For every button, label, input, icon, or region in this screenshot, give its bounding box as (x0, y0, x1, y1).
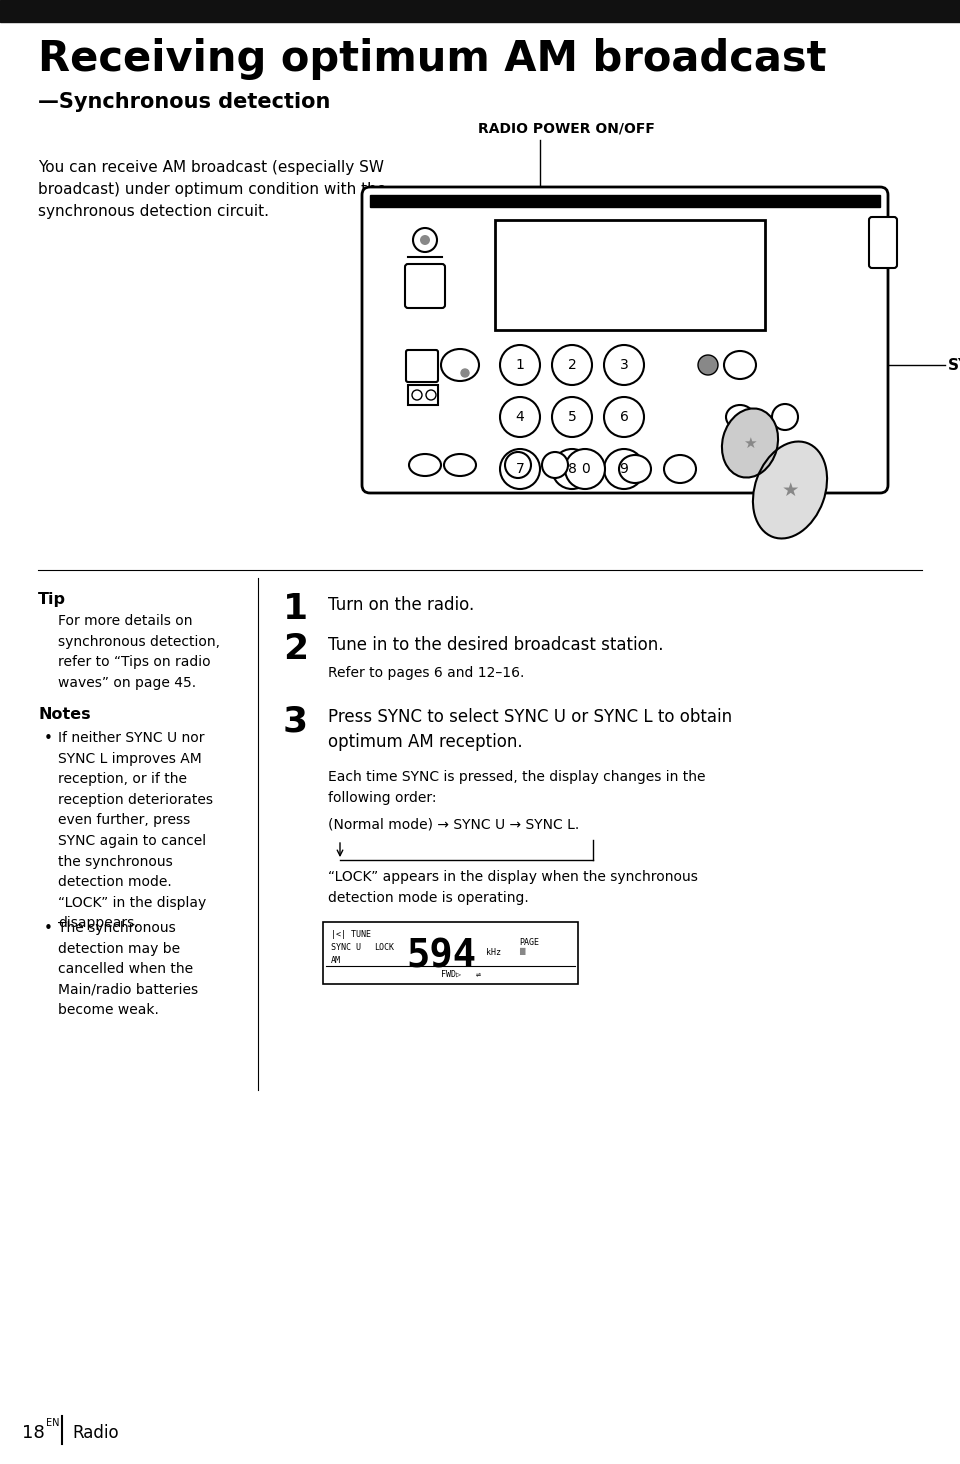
Circle shape (542, 452, 568, 479)
Circle shape (500, 397, 540, 436)
Ellipse shape (664, 455, 696, 483)
Text: 1: 1 (516, 359, 524, 372)
Text: Radio: Radio (72, 1424, 119, 1442)
Circle shape (552, 397, 592, 436)
Text: 5: 5 (567, 410, 576, 425)
Text: kHz: kHz (486, 949, 501, 957)
Text: RADIO POWER ON/OFF: RADIO POWER ON/OFF (478, 122, 655, 136)
Text: 18: 18 (22, 1424, 45, 1442)
Text: 0: 0 (581, 463, 589, 476)
Text: Tip: Tip (38, 591, 66, 608)
FancyBboxPatch shape (869, 217, 897, 268)
Circle shape (604, 346, 644, 385)
Bar (323, 922, 578, 984)
Text: Refer to pages 6 and 12–16.: Refer to pages 6 and 12–16. (328, 666, 524, 679)
Text: 6: 6 (619, 410, 629, 425)
Circle shape (426, 389, 436, 400)
Text: AM: AM (331, 956, 341, 965)
Ellipse shape (726, 406, 754, 429)
Text: (Normal mode) → SYNC U → SYNC L.: (Normal mode) → SYNC U → SYNC L. (328, 818, 579, 832)
Circle shape (505, 452, 531, 479)
FancyBboxPatch shape (362, 187, 888, 493)
Text: ★: ★ (743, 435, 756, 451)
Text: 2: 2 (567, 359, 576, 372)
Text: ★: ★ (781, 480, 799, 499)
Circle shape (412, 389, 422, 400)
Text: 8: 8 (567, 463, 576, 476)
FancyBboxPatch shape (406, 350, 438, 382)
Text: 9: 9 (619, 463, 629, 476)
Circle shape (420, 236, 430, 244)
Text: EN: EN (46, 1419, 60, 1427)
Text: 4: 4 (516, 410, 524, 425)
Text: |<| TUNE: |<| TUNE (331, 930, 371, 938)
Ellipse shape (724, 351, 756, 379)
Text: SYNC U: SYNC U (331, 943, 361, 952)
Text: FWD▷   ⇌: FWD▷ ⇌ (441, 971, 481, 979)
Text: Each time SYNC is pressed, the display changes in the
following order:: Each time SYNC is pressed, the display c… (328, 770, 706, 805)
Text: Receiving optimum AM broadcast: Receiving optimum AM broadcast (38, 38, 827, 81)
Text: █: █ (519, 949, 524, 955)
Text: 1: 1 (283, 591, 308, 627)
Text: Turn on the radio.: Turn on the radio. (328, 596, 474, 613)
Text: Notes: Notes (38, 707, 90, 722)
Ellipse shape (753, 442, 828, 539)
Ellipse shape (722, 408, 778, 477)
Text: •: • (44, 731, 53, 747)
Circle shape (413, 228, 437, 252)
Text: 594: 594 (406, 938, 476, 976)
Circle shape (604, 397, 644, 436)
Ellipse shape (409, 454, 441, 476)
Text: 3: 3 (619, 359, 629, 372)
Circle shape (565, 449, 605, 489)
Text: Tune in to the desired broadcast station.: Tune in to the desired broadcast station… (328, 635, 663, 654)
Text: “LOCK” appears in the display when the synchronous
detection mode is operating.: “LOCK” appears in the display when the s… (328, 870, 698, 905)
Bar (0, 0, 960, 22)
Bar (370, 195, 880, 206)
Circle shape (500, 346, 540, 385)
Text: —Synchronous detection: —Synchronous detection (38, 92, 330, 113)
Text: SYNC: SYNC (948, 357, 960, 372)
Ellipse shape (444, 454, 476, 476)
Text: If neither SYNC U nor
SYNC L improves AM
reception, or if the
reception deterior: If neither SYNC U nor SYNC L improves AM… (58, 731, 213, 931)
Text: Press SYNC to select SYNC U or SYNC L to obtain
optimum AM reception.: Press SYNC to select SYNC U or SYNC L to… (328, 709, 732, 751)
Circle shape (604, 449, 644, 489)
Circle shape (552, 449, 592, 489)
Circle shape (698, 354, 718, 375)
FancyBboxPatch shape (405, 264, 445, 307)
Text: The synchronous
detection may be
cancelled when the
Main/radio batteries
become : The synchronous detection may be cancell… (58, 921, 198, 1017)
Text: LOCK: LOCK (374, 943, 394, 952)
Circle shape (772, 404, 798, 430)
Text: 2: 2 (283, 632, 308, 666)
Text: 3: 3 (283, 704, 308, 738)
Text: PAGE: PAGE (519, 938, 539, 947)
Bar (495, 220, 765, 329)
Text: For more details on
synchronous detection,
refer to “Tips on radio
waves” on pag: For more details on synchronous detectio… (58, 613, 220, 690)
Ellipse shape (619, 455, 651, 483)
Bar (408, 385, 438, 406)
Circle shape (461, 369, 469, 378)
Text: •: • (44, 921, 53, 935)
Ellipse shape (441, 348, 479, 381)
Circle shape (552, 346, 592, 385)
Circle shape (500, 449, 540, 489)
Text: 7: 7 (516, 463, 524, 476)
Text: You can receive AM broadcast (especially SW
broadcast) under optimum condition w: You can receive AM broadcast (especially… (38, 160, 386, 220)
